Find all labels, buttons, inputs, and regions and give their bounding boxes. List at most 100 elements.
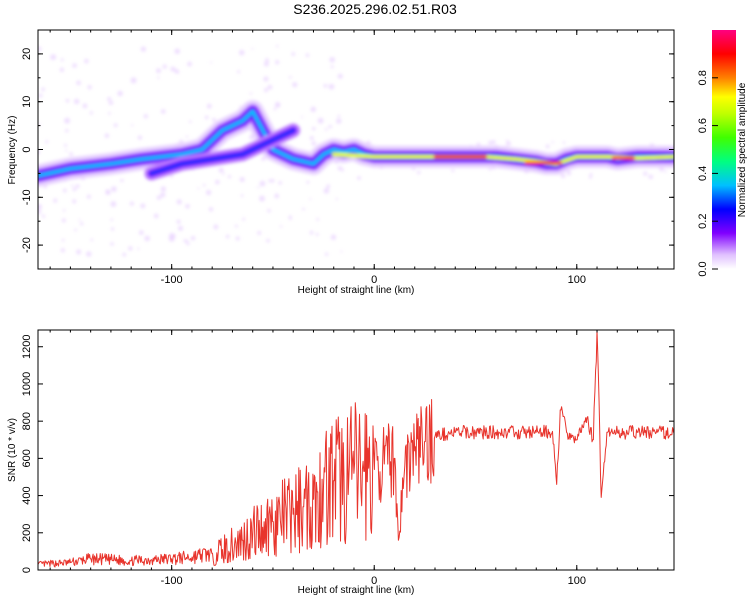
spectrogram-noise: [208, 207, 214, 212]
spectrogram-noise: [111, 186, 117, 192]
spectrogram-noise: [160, 192, 166, 198]
colorbar-gradient: [712, 30, 736, 269]
spectrogram-noise: [213, 224, 219, 230]
spectrogram-noise: [50, 54, 57, 61]
spectrogram-noise: [317, 117, 324, 124]
snr-x-tick-label: 0: [371, 575, 377, 587]
spectrogram-noise: [176, 219, 181, 224]
spectrogram-noise: [72, 199, 77, 204]
spectrogram-noise: [267, 84, 273, 90]
spectrogram-noise: [108, 100, 114, 105]
spectrogram-noise: [315, 232, 319, 236]
spectrogram-noise: [488, 140, 493, 145]
spectrogram-y-tick-label: 10: [21, 96, 33, 108]
spectrogram-noise: [330, 234, 337, 240]
spectrogram-x-tick-label: 0: [371, 274, 377, 286]
colorbar-label: Normalized spectral amplitude: [737, 82, 748, 217]
spectrogram-noise: [137, 247, 140, 250]
spectrogram-noise: [62, 209, 66, 212]
spectrogram-noise: [340, 250, 343, 253]
spectrogram-noise: [177, 225, 184, 231]
spectrogram-noise: [268, 179, 272, 183]
spectrogram-noise: [266, 238, 270, 243]
spectrogram-noise: [210, 61, 213, 64]
chart-title: S236.2025.296.02.51.R03: [293, 1, 457, 17]
spectrogram-noise: [239, 105, 242, 108]
spectrogram-noise: [326, 184, 331, 189]
spectrogram-noise: [59, 67, 65, 72]
spectrogram-noise: [110, 242, 114, 246]
spectrogram-noise: [105, 189, 110, 194]
spectrogram-noise: [335, 197, 338, 201]
spectrogram-noise: [78, 219, 81, 222]
spectrogram-noise: [288, 215, 292, 219]
spectrogram-noise: [309, 230, 314, 235]
spectrogram-noise: [278, 181, 282, 185]
spectrogram-noise: [64, 117, 71, 124]
spectrogram-noise: [110, 227, 115, 231]
spectrogram-noise: [168, 235, 175, 242]
spectrogram-noise: [222, 172, 225, 176]
spectrogram-noise: [545, 144, 550, 149]
spectrogram-noise: [143, 114, 148, 119]
spectrogram-noise: [451, 169, 455, 173]
snr-y-tick-label: 600: [21, 449, 33, 467]
spectrogram-noise: [302, 207, 305, 211]
spectrogram-noise: [239, 177, 245, 182]
snr-y-tick-label: 1200: [21, 335, 33, 359]
spectrogram-noise: [202, 183, 206, 187]
spectrogram-x-tick-label: -100: [161, 274, 183, 286]
spectrogram-noise: [128, 246, 133, 251]
spectrogram-noise: [488, 168, 492, 171]
spectrogram-noise: [113, 123, 118, 128]
spectrogram-noise: [65, 149, 68, 152]
spectrogram-noise: [160, 186, 166, 192]
spectrogram-noise: [170, 66, 176, 72]
spectrogram-noise: [137, 135, 143, 140]
snr-plot-area: [38, 330, 674, 570]
spectrogram-noise: [41, 214, 46, 218]
spectrogram-noise: [129, 201, 134, 206]
spectrogram-noise: [249, 92, 253, 95]
spectrogram-noise: [110, 218, 113, 221]
spectrogram-noise: [309, 136, 314, 141]
spectrogram-noise: [156, 68, 161, 74]
spectrogram-noise: [259, 180, 266, 187]
spectrogram-noise: [235, 236, 240, 241]
spectrogram-noise: [292, 82, 298, 88]
colorbar-tick-label: 0.0: [697, 261, 709, 276]
spectrogram-noise: [65, 129, 69, 133]
colorbar-tick-label: 0.2: [697, 214, 709, 229]
spectrogram-noise: [505, 141, 511, 147]
snr-y-tick-label: 800: [21, 412, 33, 430]
spectrogram-noise: [69, 152, 73, 156]
colorbar-ticks: 0.0 0.2 0.4 0.6 0.8: [697, 70, 718, 277]
spectrogram-noise: [157, 76, 160, 79]
spectrogram-noise: [72, 63, 77, 68]
spectrogram-noise: [117, 90, 123, 97]
spectrogram-noise: [330, 65, 334, 69]
spectrogram-noise: [156, 195, 162, 200]
spectrogram-noise: [73, 98, 80, 105]
spectrogram-noise: [324, 252, 329, 256]
spectrogram-noise: [89, 111, 93, 115]
spectrogram-noise: [309, 197, 312, 201]
spectrogram-core-band: [332, 153, 674, 166]
spectrogram-noise: [104, 133, 110, 138]
spectrogram-noise: [316, 218, 320, 221]
spectrogram-noise: [328, 124, 332, 129]
spectrogram-noise: [328, 83, 335, 90]
spectrogram-noise: [476, 142, 481, 147]
snr-y-axis-label: SNR (10 * v/v): [7, 418, 18, 482]
spectrogram-y-tick-label: 0: [21, 146, 33, 152]
snr-x-tick-label: -100: [161, 575, 183, 587]
spectrogram-noise: [64, 143, 67, 147]
spectrogram-noise: [74, 228, 77, 232]
snr-y-tick-label: 0: [21, 567, 33, 573]
colorbar: 0.0 0.2 0.4 0.6 0.8 Normalized spectral ampl…: [697, 30, 748, 277]
spectrogram-noise: [120, 178, 124, 183]
spectrogram-y-tick-label: 20: [21, 48, 33, 60]
